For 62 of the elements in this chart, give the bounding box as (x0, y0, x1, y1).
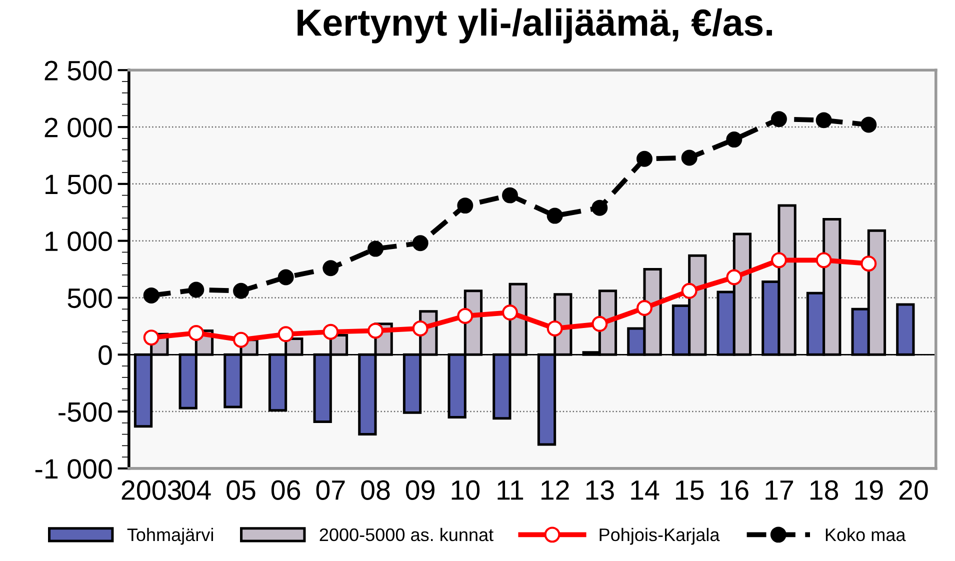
legend-label: 2000-5000 as. kunnat (320, 528, 494, 542)
point (322, 260, 339, 276)
y-tick-label: 500 (68, 288, 112, 308)
x-tick-label: 07 (316, 480, 345, 500)
point (771, 252, 787, 268)
point (726, 132, 742, 148)
y-tick-label: 1 500 (46, 174, 112, 194)
point (368, 322, 384, 339)
point (457, 308, 474, 324)
point (860, 256, 877, 272)
point (143, 287, 160, 304)
x-tick-label: 13 (586, 480, 614, 500)
point (188, 282, 204, 298)
x-tick-label: 14 (631, 480, 660, 500)
point (546, 208, 563, 224)
point (681, 282, 698, 299)
x-tick-label: 05 (226, 480, 256, 500)
y-tick-label: 2 000 (44, 118, 112, 138)
point (278, 326, 294, 342)
point (771, 111, 787, 128)
point (816, 252, 832, 268)
point (322, 324, 339, 340)
x-tick-label: 18 (810, 480, 838, 500)
point (636, 150, 652, 167)
point (636, 300, 652, 316)
x-tick-label: 09 (406, 480, 434, 500)
x-tick-label: 17 (766, 480, 794, 500)
point (188, 325, 204, 341)
point (457, 198, 474, 214)
point (592, 316, 608, 332)
point (412, 235, 428, 252)
point (681, 150, 698, 166)
point (726, 269, 742, 286)
point (502, 304, 518, 321)
point (502, 187, 518, 204)
legend-label: Koko maa (826, 528, 906, 542)
x-tick-label: 11 (498, 480, 524, 500)
point (233, 332, 249, 348)
y-tick-label: 0 (98, 345, 112, 365)
x-tick-label: 20 (899, 480, 928, 500)
y-tick-label: 1 000 (46, 232, 112, 252)
y-tick-label: 2 500 (44, 60, 112, 80)
chart-title: Kertynyt yli-/alijäämä, €/as. (298, 8, 772, 44)
x-tick-label: 19 (855, 480, 883, 500)
x-tick-label: 12 (542, 480, 569, 500)
x-tick-label: 16 (720, 480, 748, 500)
x-tick-label: 06 (271, 480, 300, 500)
legend-label: Tohmajärvi (127, 528, 213, 545)
point (860, 116, 877, 133)
legend-label: Pohjois-Karjala (600, 528, 720, 545)
point (278, 269, 294, 286)
point (233, 282, 249, 299)
x-tick-label: 2003 (122, 480, 182, 500)
x-tick-label: 10 (452, 480, 480, 500)
point (592, 200, 608, 216)
x-tick-label: 04 (182, 480, 211, 500)
y-tick-label: -500 (58, 402, 112, 422)
point (816, 112, 832, 128)
y-tick-label: -1 000 (35, 459, 112, 479)
point (368, 240, 384, 257)
x-tick-label: 15 (676, 480, 704, 500)
x-tick-label: 08 (361, 480, 390, 500)
